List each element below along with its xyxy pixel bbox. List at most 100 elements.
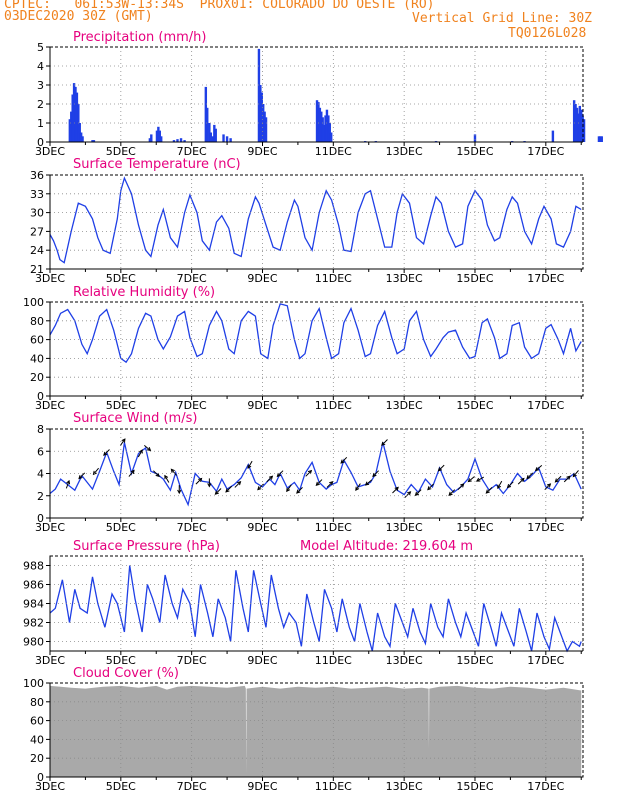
wind-arrow-head: [268, 475, 274, 480]
x-tick-label: 7DEC: [177, 521, 207, 534]
wind-arrow-head: [237, 481, 242, 486]
wind-arrow-shaft: [485, 487, 493, 494]
precip-bar: [176, 139, 179, 142]
x-tick-label: 3DEC: [35, 654, 65, 667]
y-tick-label: 0: [37, 512, 44, 525]
precip-bar: [222, 134, 225, 142]
precip-bar: [213, 124, 216, 142]
wind-arrow: [544, 483, 552, 491]
x-tick-label: 11DEC: [315, 145, 352, 158]
x-tick-label: 17DEC: [527, 272, 564, 285]
x-tick-label: 17DEC: [527, 145, 564, 158]
wind-arrow-shaft: [544, 483, 551, 491]
precip-bar: [315, 100, 319, 142]
y-tick-label: 40: [30, 733, 44, 746]
wind-arrow: [414, 489, 422, 496]
wind-arrow-head: [315, 481, 320, 486]
wind-arrow: [103, 449, 110, 456]
y-tick-label: 988: [23, 560, 44, 573]
wind-arrow: [286, 484, 292, 493]
header-date: 03DEC2020 30Z (GMT): [4, 9, 153, 24]
wind-arrow-shaft: [215, 488, 222, 495]
y-tick-label: 100: [23, 296, 44, 309]
y-tick-label: 4: [37, 468, 44, 481]
wind-arrow-shaft: [468, 476, 475, 483]
x-tick-label: 7DEC: [177, 145, 207, 158]
wind-arrow: [448, 489, 456, 496]
wind-arrow: [247, 460, 253, 469]
wind-arrow: [355, 483, 361, 491]
y-tick-label: 80: [30, 315, 44, 328]
wind-arrow-head: [225, 488, 230, 493]
wind-arrow-shaft: [572, 470, 579, 477]
wind-arrow: [296, 487, 303, 494]
wind-arrow-head: [177, 489, 182, 495]
wind-arrow-head: [146, 447, 152, 452]
x-tick-label: 11DEC: [315, 521, 352, 534]
precip-bar: [582, 119, 586, 142]
wind-arrow: [404, 491, 412, 498]
y-tick-label: 2: [37, 98, 44, 111]
wind-arrow-head: [247, 464, 252, 469]
wind-arrow-shaft: [286, 484, 292, 492]
wind-arrow-shaft: [144, 444, 151, 451]
wind-arrow-shaft: [103, 449, 110, 456]
y-tick-label: 0: [37, 771, 44, 784]
precip-bar: [327, 115, 330, 142]
y-tick-label: 980: [23, 636, 44, 649]
wind-arrow: [234, 481, 242, 488]
y-tick-label: 2: [37, 490, 44, 503]
wind-arrow-head: [364, 481, 370, 486]
series-line: [49, 442, 582, 507]
x-tick-label: 15DEC: [456, 272, 493, 285]
wind-arrow-shaft: [119, 438, 126, 446]
wind-arrow-shaft: [457, 483, 464, 491]
precip-bar: [74, 86, 77, 142]
precip-bar: [75, 92, 79, 142]
precip-bar: [577, 113, 580, 142]
x-tick-label: 3DEC: [35, 780, 65, 793]
panel-2: 21 24 27 30 33 36 3DEC 5DEC 7DEC 9DEC 11DEC 13DEC 15…: [30, 157, 584, 285]
series-line: [49, 176, 582, 264]
precip-bar: [78, 123, 81, 142]
precip-bar: [262, 104, 265, 142]
precip-bar: [580, 109, 583, 142]
precip-bar: [148, 138, 152, 142]
wind-arrow: [340, 456, 348, 464]
wind-arrow: [153, 470, 160, 478]
precip-bar: [204, 86, 208, 142]
x-tick-label: 7DEC: [177, 272, 207, 285]
x-tick-label: 3DEC: [35, 521, 65, 534]
wind-arrow: [266, 475, 274, 483]
precip-bar: [259, 85, 262, 142]
wind-arrow: [164, 474, 170, 483]
wind-arrow-head: [506, 483, 512, 489]
precip-bar: [575, 107, 579, 142]
wind-arrow-head: [372, 472, 377, 478]
panel-1: 0 1 2 3 4 5 3DEC 5DEC 7DEC 9DEC 11DEC 13DEC 15DEC 17D…: [35, 30, 603, 158]
precip-bar: [597, 136, 601, 142]
y-tick-label: 984: [23, 598, 44, 611]
wind-arrow-head: [307, 469, 313, 475]
wind-arrow-shaft: [392, 487, 399, 494]
precip-bar: [179, 138, 183, 142]
x-tick-label: 13DEC: [386, 145, 423, 158]
wind-arrow: [170, 468, 177, 476]
precip-bar: [318, 107, 322, 142]
wind-arrow: [372, 470, 380, 478]
y-tick-label: 5: [37, 41, 44, 54]
precip-bar: [321, 117, 324, 142]
wind-arrow-head: [276, 472, 281, 478]
x-tick-label: 11DEC: [315, 399, 352, 412]
x-tick-label: 3DEC: [35, 145, 65, 158]
wind-arrow-shaft: [381, 439, 388, 446]
precip-bar: [260, 92, 263, 142]
y-tick-label: 3: [37, 79, 44, 92]
x-tick-label: 15DEC: [456, 654, 493, 667]
wind-arrow: [276, 470, 284, 478]
wind-arrow-head: [448, 491, 453, 496]
wind-arrow-head: [554, 478, 559, 483]
wind-arrow-head: [78, 475, 83, 480]
wind-arrow-shaft: [326, 481, 333, 488]
wind-arrow: [475, 476, 485, 482]
